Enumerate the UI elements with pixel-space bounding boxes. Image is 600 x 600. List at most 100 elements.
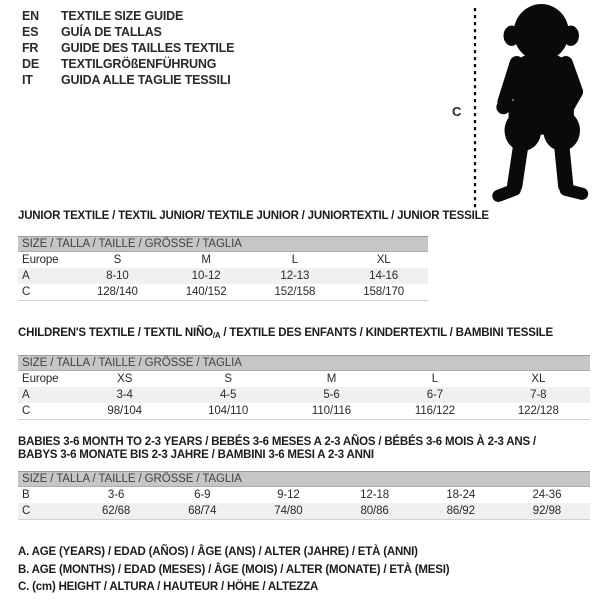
table-cell: 158/170 xyxy=(363,286,405,298)
column-header: M xyxy=(326,373,337,385)
table-title-line: BABYS 3-6 MONATE BIS 2-3 JAHRE / BAMBINI… xyxy=(18,449,590,462)
table-row: C 62/68 68/74 74/80 80/86 86/92 92/98 xyxy=(18,503,590,519)
baby-silhouette xyxy=(492,4,589,202)
table-row: C 128/140 140/152 152/158 158/170 xyxy=(18,284,428,300)
row-label: A xyxy=(22,270,30,282)
row-label: C xyxy=(22,505,31,517)
table-cell: 7-8 xyxy=(530,389,547,401)
column-header: XL xyxy=(531,373,546,385)
title-text: BABYS 3-6 MONATE BIS 2-3 JAHRE / BAMBINI… xyxy=(18,449,374,461)
title-text: / TEXTILE DES ENFANTS / KINDERTEXTIL / B… xyxy=(220,327,553,339)
row-label: B xyxy=(22,489,30,501)
column-header: M xyxy=(201,254,211,266)
size-guide-section: CHILDREN'S TEXTILE / TEXTIL NIÑO/A / TEX… xyxy=(18,327,590,420)
table-cell: 140/152 xyxy=(185,286,227,298)
table-cell: 6-9 xyxy=(194,489,211,501)
language-legend: EN TEXTILE SIZE GUIDE ES GUÍA DE TALLAS FR GU… xyxy=(22,8,234,88)
note-line: C. (cm) HEIGHT / ALTURA / HAUTEUR / HÖHE… xyxy=(18,581,319,593)
table-cell: 24-36 xyxy=(532,489,562,501)
table-row: A 8-10 10-12 12-13 14-16 xyxy=(18,268,428,284)
column-header-row: Europe S M L XL xyxy=(18,252,428,268)
row-label: C xyxy=(22,286,31,298)
region-label: Europe xyxy=(22,373,59,385)
language-title: GUIDE DES TAILLES TEXTILE xyxy=(61,41,235,55)
table-cell: 12-18 xyxy=(360,489,390,501)
size-guide-section: BABIES 3-6 MONTH TO 2-3 YEARS / BEBÉS 3-… xyxy=(18,436,590,520)
table-title-line: BABIES 3-6 MONTH TO 2-3 YEARS / BEBÉS 3-… xyxy=(18,436,590,449)
note-line: A. AGE (YEARS) / EDAD (AÑOS) / ÂGE (ANS)… xyxy=(18,546,418,558)
language-title: TEXTILE SIZE GUIDE xyxy=(61,9,184,23)
table-cell: 104/110 xyxy=(208,405,249,417)
language-title: GUÍA DE TALLAS xyxy=(61,25,162,39)
language-row: ES GUÍA DE TALLAS xyxy=(22,24,234,40)
measurement-notes: A. AGE (YEARS) / EDAD (AÑOS) / ÂGE (ANS)… xyxy=(18,544,590,597)
language-code: DE xyxy=(22,57,39,71)
table-cell: 3-4 xyxy=(116,389,133,401)
row-label: C xyxy=(22,405,31,417)
table-title-line: JUNIOR TEXTILE / TEXTIL JUNIOR/ TEXTILE … xyxy=(18,210,590,223)
language-row: EN TEXTILE SIZE GUIDE xyxy=(22,8,234,24)
title-text: JUNIOR TEXTILE / TEXTIL JUNIOR/ TEXTILE … xyxy=(18,210,489,222)
size-table: SIZE / TALLA / TAILLE / GRÖSSE / TAGLIA E… xyxy=(18,236,428,301)
language-row: IT GUIDA ALLE TAGLIE TESSILI xyxy=(22,72,234,88)
title-text: /A xyxy=(212,331,221,340)
column-header: L xyxy=(291,254,299,266)
column-header: S xyxy=(113,254,122,266)
table-title: JUNIOR TEXTILE / TEXTIL JUNIOR/ TEXTILE … xyxy=(18,210,590,223)
table-cell: 68/74 xyxy=(188,505,217,517)
table-cell: 110/116 xyxy=(311,405,352,417)
table-cell: 10-12 xyxy=(191,270,221,282)
column-header-row: Europe XS S M L XL xyxy=(18,371,590,387)
table-row: B 3-6 6-9 9-12 12-18 18-24 24-36 xyxy=(18,487,590,503)
table-cell: 116/122 xyxy=(414,405,455,417)
size-guide-section: JUNIOR TEXTILE / TEXTIL JUNIOR/ TEXTILE … xyxy=(18,210,590,301)
table-cell: 98/104 xyxy=(107,405,142,417)
size-table: SIZE / TALLA / TAILLE / GRÖSSE / TAGLIA E… xyxy=(18,355,590,420)
table-cell: 6-7 xyxy=(426,389,444,401)
table-cell: 4-5 xyxy=(219,389,237,401)
table-cell: 62/68 xyxy=(101,505,131,517)
region-label: Europe xyxy=(22,254,59,266)
table-cell: 12-13 xyxy=(280,270,310,282)
table-cell: 74/80 xyxy=(274,505,303,517)
table-cell: 80/86 xyxy=(360,505,389,517)
size-header-bar: SIZE / TALLA / TAILLE / GRÖSSE / TAGLIA xyxy=(18,236,428,252)
column-header: S xyxy=(224,373,232,385)
column-header: L xyxy=(431,373,439,385)
language-code: FR xyxy=(22,41,39,55)
title-text: BABIES 3-6 MONTH TO 2-3 YEARS / BEBÉS 3-… xyxy=(18,436,536,448)
size-header-bar: SIZE / TALLA / TAILLE / GRÖSSE / TAGLIA xyxy=(18,355,590,371)
note-line: B. AGE (MONTHS) / EDAD (MESES) / ÂGE (MO… xyxy=(18,563,450,576)
table-cell: 5-6 xyxy=(323,389,340,401)
table-row: C 98/104 104/110 110/116 116/122 122/128 xyxy=(18,403,590,419)
table-cell: 18-24 xyxy=(446,489,476,501)
language-title: GUIDA ALLE TAGLIE TESSILI xyxy=(61,73,231,87)
language-code: IT xyxy=(22,73,33,87)
language-code: ES xyxy=(22,25,39,39)
table-title: BABIES 3-6 MONTH TO 2-3 YEARS / BEBÉS 3-… xyxy=(18,436,590,462)
table-cell: 9-12 xyxy=(277,489,300,501)
table-cell: 14-16 xyxy=(369,270,399,282)
column-header: XS xyxy=(117,373,133,385)
table-cell: 92/98 xyxy=(532,505,562,517)
size-table: SIZE / TALLA / TAILLE / GRÖSSE / TAGLIA B… xyxy=(18,471,590,520)
language-code: EN xyxy=(22,9,39,23)
table-row: A 3-4 4-5 5-6 6-7 7-8 xyxy=(18,387,590,403)
figure-area xyxy=(473,4,589,208)
height-label-c: C xyxy=(452,104,462,119)
table-cell: 122/128 xyxy=(517,405,559,417)
table-title-line: CHILDREN'S TEXTILE / TEXTIL NIÑO/A / TEX… xyxy=(18,327,590,342)
size-header-bar: SIZE / TALLA / TAILLE / GRÖSSE / TAGLIA xyxy=(18,471,590,487)
table-cell: 128/140 xyxy=(96,286,138,298)
row-label: A xyxy=(22,389,30,401)
table-cell: 3-6 xyxy=(107,489,125,501)
table-cell: 152/158 xyxy=(274,286,316,298)
title-text: CHILDREN'S TEXTILE / TEXTIL NIÑO xyxy=(18,327,213,339)
table-cell: 8-10 xyxy=(106,270,129,282)
column-header: XL xyxy=(376,254,391,266)
table-title: CHILDREN'S TEXTILE / TEXTIL NIÑO/A / TEX… xyxy=(18,327,590,342)
size-tables-area: JUNIOR TEXTILE / TEXTIL JUNIOR/ TEXTILE … xyxy=(18,210,590,597)
language-row: DE TEXTILGRÖßENFÜHRUNG xyxy=(22,56,234,72)
language-row: FR GUIDE DES TAILLES TEXTILE xyxy=(22,40,234,56)
